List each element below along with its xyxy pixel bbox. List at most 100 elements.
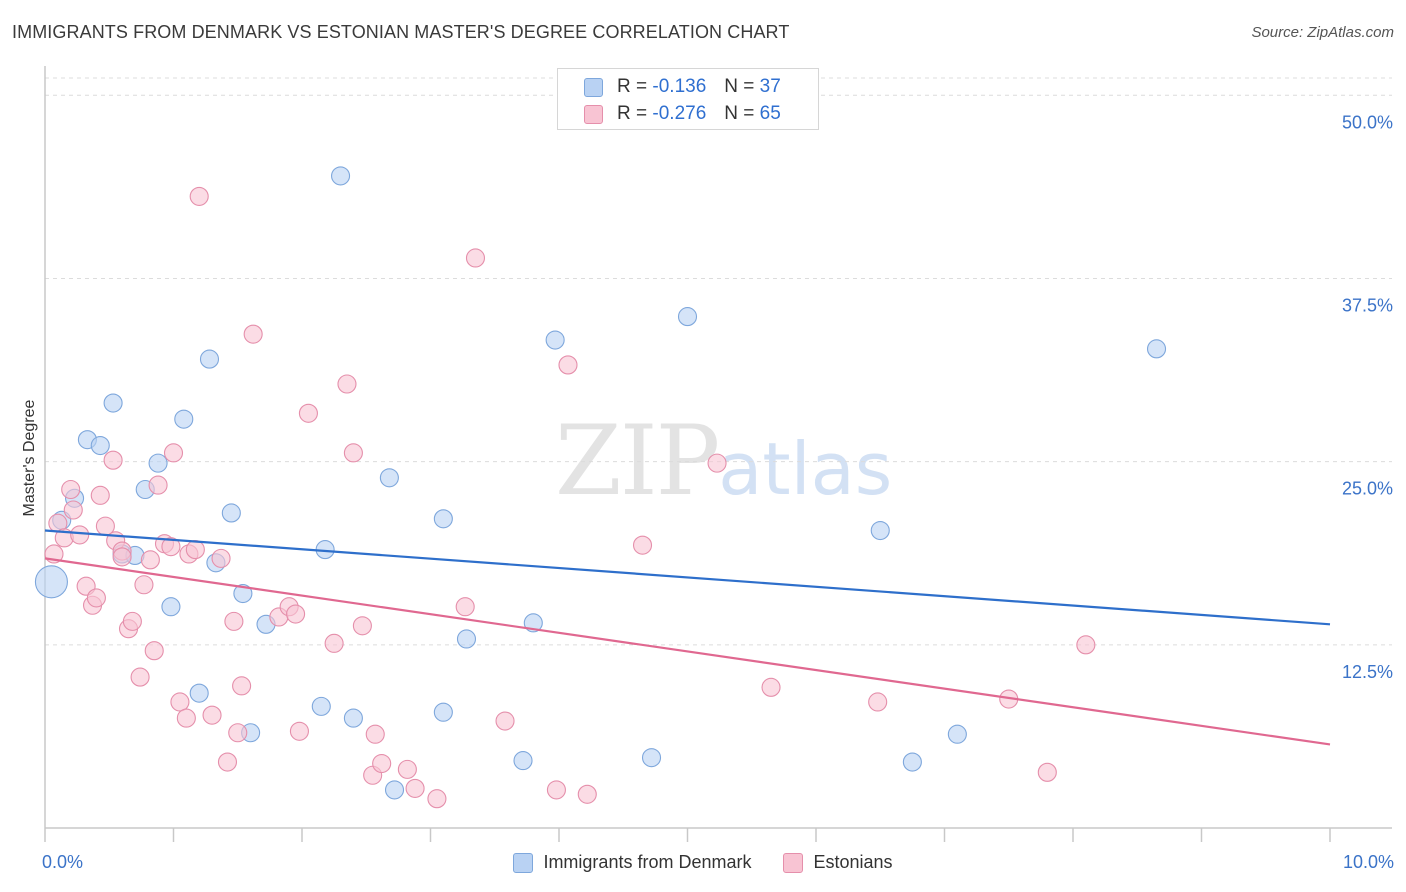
axes	[44, 66, 1392, 842]
data-point	[243, 324, 263, 344]
n-value-estonians: 65	[759, 103, 781, 124]
data-point	[947, 724, 967, 744]
data-point	[189, 186, 209, 206]
data-point	[232, 676, 252, 696]
data-point	[103, 450, 123, 470]
legend-label-denmark: Immigrants from Denmark	[543, 852, 752, 872]
data-point	[546, 780, 566, 800]
data-point	[63, 500, 83, 520]
data-point	[397, 759, 417, 779]
data-point	[189, 683, 209, 703]
data-point	[1076, 635, 1096, 655]
data-point	[185, 540, 205, 560]
r-label: R =	[617, 76, 648, 97]
data-point	[90, 435, 110, 456]
y-tick-label: 25.0%	[1342, 479, 1393, 499]
data-point	[330, 166, 351, 186]
data-point	[1146, 339, 1167, 359]
watermark-zip: ZIP	[555, 405, 720, 517]
legend-label-estonians: Estonians	[813, 852, 893, 872]
data-point	[70, 525, 90, 545]
y-tick-label: 12.5%	[1342, 662, 1393, 682]
stats-row-estonians: R = -0.276 N = 65	[584, 102, 781, 126]
grid-lines	[45, 77, 1392, 646]
data-point	[199, 349, 220, 369]
data-point	[1037, 762, 1057, 782]
data-point	[558, 355, 578, 375]
data-point	[34, 565, 68, 599]
x-tick-label-min: 0.0%	[42, 852, 84, 872]
data-point	[134, 575, 154, 595]
n-label: N =	[724, 103, 755, 124]
series-denmark-points	[34, 166, 1167, 800]
r-label: R =	[617, 103, 648, 124]
data-point	[311, 696, 331, 716]
data-point	[148, 475, 168, 495]
data-point	[372, 753, 392, 774]
r-value-estonians: -0.276	[652, 103, 707, 124]
data-point	[405, 778, 425, 798]
series-points	[34, 166, 1167, 809]
data-point	[577, 784, 597, 804]
data-point	[379, 468, 399, 488]
data-point	[545, 330, 565, 350]
chart-title: IMMIGRANTS FROM DENMARK VS ESTONIAN MAST…	[12, 22, 790, 42]
estonians-swatch	[584, 104, 603, 124]
data-point	[130, 667, 150, 687]
y-tick-labels: 12.5% 25.0% 37.5% 50.0%	[1342, 112, 1393, 682]
data-point	[427, 789, 447, 809]
data-point	[384, 780, 405, 800]
data-point	[161, 537, 181, 557]
data-point	[221, 503, 241, 523]
legend-item-denmark[interactable]: Immigrants from Denmark	[513, 852, 751, 873]
data-point	[456, 629, 477, 649]
y-tick-label: 50.0%	[1342, 112, 1393, 132]
data-point	[148, 453, 168, 473]
series-legend: Immigrants from Denmark Estonians	[0, 852, 1406, 873]
watermark: ZIPatlas	[555, 405, 892, 517]
data-point	[513, 751, 533, 771]
data-point	[202, 705, 222, 725]
n-label: N =	[724, 76, 755, 97]
data-point	[176, 708, 196, 728]
r-value-denmark: -0.136	[652, 76, 707, 97]
data-point	[641, 748, 662, 768]
data-point	[61, 479, 81, 500]
data-point	[343, 443, 363, 463]
data-point	[217, 752, 238, 772]
data-point	[761, 677, 781, 697]
data-point	[495, 711, 515, 731]
data-point	[433, 702, 453, 722]
n-value-denmark: 37	[759, 76, 781, 97]
series-estonians-points	[44, 186, 1096, 809]
stats-row-denmark: R = -0.136 N = 37	[584, 75, 781, 99]
stats-legend: R = -0.136 N = 37 R = -0.276 N = 65	[557, 68, 819, 130]
data-point	[286, 604, 306, 624]
data-point	[170, 692, 190, 712]
data-point	[228, 723, 248, 743]
data-point	[337, 374, 357, 394]
trend-line-estonians	[44, 557, 1331, 746]
data-point	[233, 583, 253, 604]
data-point	[455, 597, 475, 617]
source-label: Source: ZipAtlas.com	[1251, 24, 1394, 41]
legend-item-estonians[interactable]: Estonians	[783, 852, 893, 873]
data-point	[144, 641, 164, 661]
trend-lines	[44, 529, 1331, 746]
trend-line-denmark	[44, 529, 1331, 626]
data-point	[103, 393, 123, 413]
watermark-atlas: atlas	[718, 427, 893, 511]
data-point	[324, 633, 344, 653]
data-point	[343, 708, 363, 728]
data-point	[86, 588, 106, 608]
data-point	[90, 485, 110, 505]
data-point	[352, 616, 372, 636]
data-point	[224, 611, 244, 631]
data-point	[870, 520, 890, 541]
data-point	[677, 307, 698, 327]
data-point	[868, 692, 888, 712]
data-point	[289, 721, 309, 741]
data-point	[298, 403, 318, 423]
data-point	[465, 248, 486, 268]
